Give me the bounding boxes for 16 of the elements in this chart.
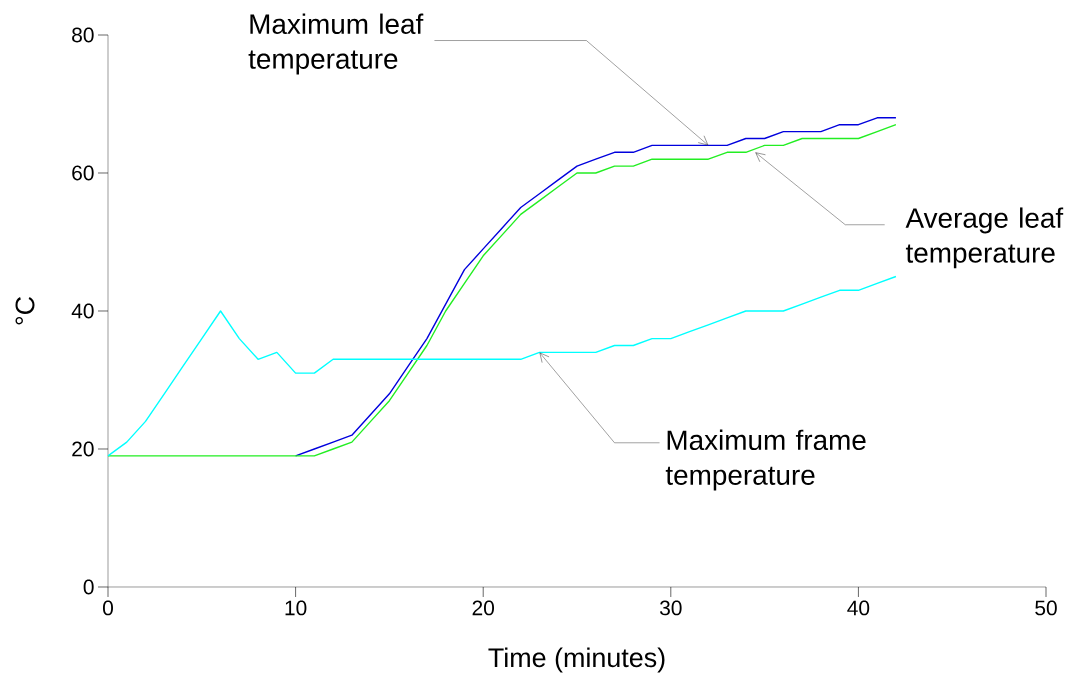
x-tick-label: 0: [102, 600, 113, 616]
y-tick-label: 40: [71, 303, 94, 319]
y-tick-label: 20: [72, 441, 94, 457]
annotation: Maximum leaf temperature: [248, 13, 424, 75]
y-axis-title: °C: [15, 296, 35, 325]
x-tick-label: 40: [847, 600, 870, 616]
y-tick-label: 0: [83, 579, 94, 595]
y-tick-label: 60: [72, 165, 94, 181]
annotation: Average leaf temperature: [905, 207, 1064, 269]
x-tick-label: 50: [1035, 600, 1057, 616]
x-tick-label: 30: [659, 600, 682, 616]
annotation: Maximum frame temperature: [665, 429, 866, 491]
x-tick-label: 10: [285, 600, 307, 616]
x-axis-title: Time (minutes): [488, 647, 665, 673]
y-tick-label: 80: [72, 27, 94, 43]
x-tick-label: 20: [472, 600, 495, 616]
